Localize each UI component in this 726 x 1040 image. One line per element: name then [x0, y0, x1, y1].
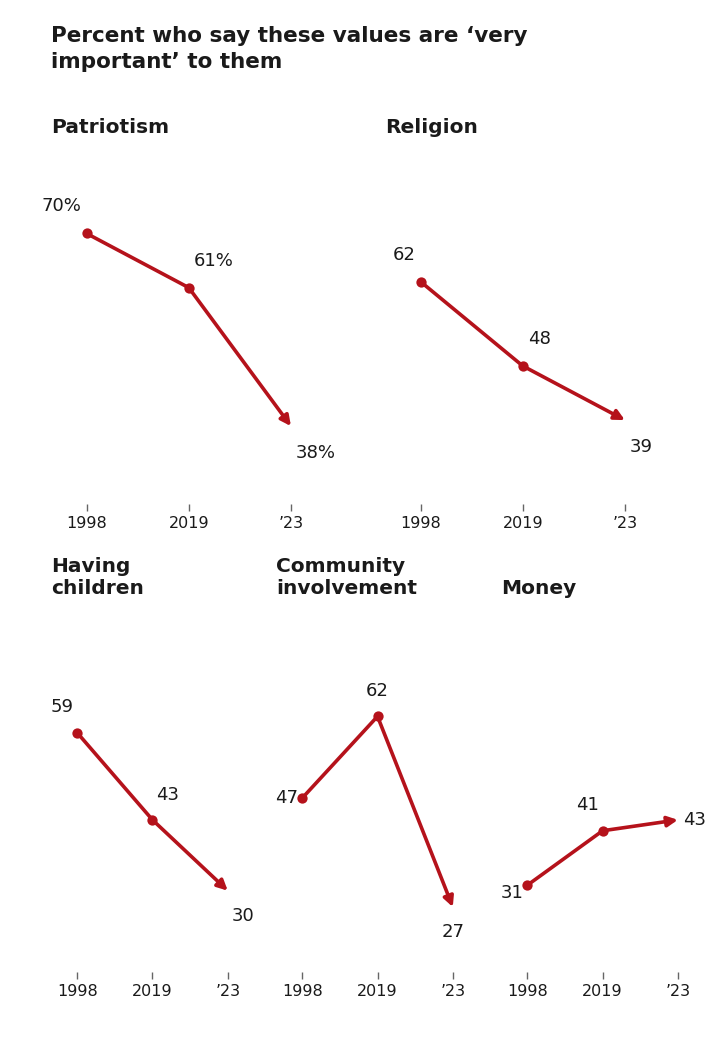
Text: 48: 48 — [528, 330, 551, 347]
Point — [517, 358, 529, 374]
Text: 70%: 70% — [41, 198, 81, 215]
Point — [521, 877, 533, 893]
Point — [147, 811, 158, 828]
Text: Community
involvement: Community involvement — [276, 557, 417, 598]
Text: 38%: 38% — [296, 444, 336, 462]
Text: Religion: Religion — [385, 119, 478, 137]
Point — [372, 708, 383, 725]
Text: 31: 31 — [501, 884, 523, 902]
Text: 59: 59 — [50, 699, 73, 717]
Text: 62: 62 — [393, 245, 415, 263]
Text: 41: 41 — [576, 797, 599, 814]
Text: 62: 62 — [366, 682, 389, 700]
Text: Percent who say these values are ‘very
important’ to them: Percent who say these values are ‘very i… — [51, 26, 527, 72]
Point — [415, 274, 426, 290]
Text: 43: 43 — [683, 811, 706, 829]
Point — [81, 225, 92, 241]
Point — [296, 789, 308, 806]
Text: 30: 30 — [232, 907, 254, 925]
Text: 27: 27 — [441, 924, 465, 941]
Text: 43: 43 — [156, 785, 179, 804]
Point — [71, 725, 83, 742]
Text: Having
children: Having children — [51, 557, 144, 598]
Point — [597, 823, 608, 839]
Text: 39: 39 — [630, 438, 653, 457]
Text: Patriotism: Patriotism — [51, 119, 169, 137]
Text: 61%: 61% — [194, 252, 234, 269]
Point — [183, 280, 195, 296]
Text: 47: 47 — [275, 789, 298, 807]
Text: Money: Money — [501, 579, 576, 598]
